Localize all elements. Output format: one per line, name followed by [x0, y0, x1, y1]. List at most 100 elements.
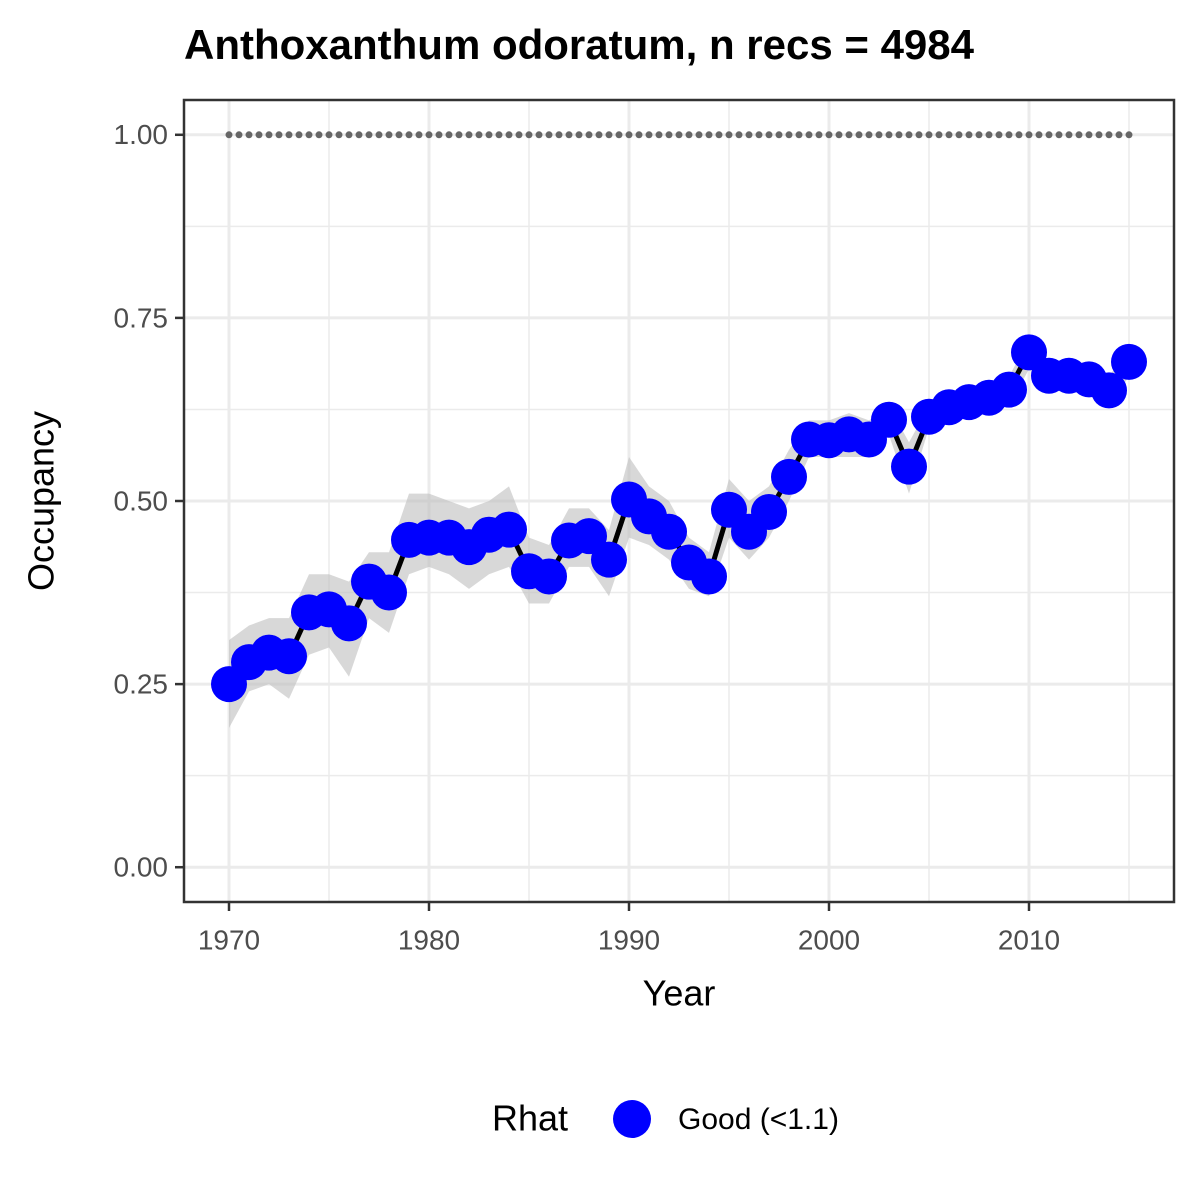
reference-dot: [795, 131, 803, 139]
reference-dot: [725, 131, 733, 139]
data-point: [751, 493, 787, 530]
data-point: [1011, 334, 1047, 371]
reference-dot: [545, 131, 553, 139]
reference-dot: [425, 131, 433, 139]
reference-dot: [805, 131, 813, 139]
reference-dot: [585, 131, 593, 139]
reference-dot: [315, 131, 323, 139]
data-point: [871, 401, 907, 438]
reference-dot: [665, 131, 673, 139]
reference-dot: [285, 131, 293, 139]
legend-title: Rhat: [492, 1098, 568, 1139]
data-point: [331, 605, 367, 642]
reference-dot: [655, 131, 663, 139]
legend-label: Good (<1.1): [678, 1103, 839, 1136]
reference-dot: [1115, 131, 1123, 139]
reference-dot: [305, 131, 313, 139]
reference-dot: [845, 131, 853, 139]
reference-dot: [745, 131, 753, 139]
data-point: [491, 511, 527, 548]
x-tick-label: 2010: [998, 924, 1060, 955]
reference-dot: [965, 131, 973, 139]
plot-border: [182, 98, 1176, 904]
reference-dot: [775, 131, 783, 139]
reference-dot: [975, 131, 983, 139]
reference-dot: [595, 131, 603, 139]
reference-dot: [255, 131, 263, 139]
reference-dot: [235, 131, 243, 139]
legend-symbol: [613, 1100, 651, 1138]
data-point: [691, 558, 727, 595]
reference-dot: [515, 131, 523, 139]
reference-dot: [385, 131, 393, 139]
reference-dot: [535, 131, 543, 139]
reference-dot: [605, 131, 613, 139]
reference-dot: [225, 131, 233, 139]
reference-dot: [835, 131, 843, 139]
data-point: [271, 638, 307, 675]
reference-dot: [685, 131, 693, 139]
reference-dot: [1075, 131, 1083, 139]
reference-dot: [505, 131, 513, 139]
reference-dot: [755, 131, 763, 139]
data-point: [651, 513, 687, 550]
reference-dot: [925, 131, 933, 139]
data-point: [1091, 372, 1127, 409]
reference-dot: [365, 131, 373, 139]
reference-dot: [1015, 131, 1023, 139]
reference-dot: [1105, 131, 1113, 139]
reference-dot: [985, 131, 993, 139]
y-tick-label: 0.00: [114, 852, 169, 883]
reference-dot: [735, 131, 743, 139]
reference-dot: [245, 131, 253, 139]
reference-dot: [575, 131, 583, 139]
y-tick-label: 0.50: [114, 485, 169, 516]
chart-title: Anthoxanthum odoratum, n recs = 4984: [184, 21, 975, 68]
reference-dot: [415, 131, 423, 139]
x-axis-title: Year: [643, 973, 716, 1014]
reference-dot: [275, 131, 283, 139]
reference-dot: [405, 131, 413, 139]
reference-dot: [265, 131, 273, 139]
data-point: [1111, 343, 1147, 380]
reference-dot: [615, 131, 623, 139]
reference-dot: [465, 131, 473, 139]
reference-dot: [1005, 131, 1013, 139]
reference-dot: [715, 131, 723, 139]
reference-dot: [1045, 131, 1053, 139]
reference-dot: [455, 131, 463, 139]
reference-dot: [1125, 131, 1133, 139]
reference-dot: [355, 131, 363, 139]
reference-dot: [1085, 131, 1093, 139]
reference-dot: [1095, 131, 1103, 139]
reference-dot: [945, 131, 953, 139]
reference-dot: [445, 131, 453, 139]
reference-dot: [875, 131, 883, 139]
reference-dot: [435, 131, 443, 139]
reference-dot: [935, 131, 943, 139]
x-tick-label: 1990: [598, 924, 660, 955]
data-point: [371, 574, 407, 611]
reference-dot: [1065, 131, 1073, 139]
y-axis-title: Occupancy: [21, 411, 62, 591]
reference-dot: [475, 131, 483, 139]
x-tick-label: 1970: [198, 924, 260, 955]
reference-dot: [765, 131, 773, 139]
reference-dot: [915, 131, 923, 139]
reference-dot: [995, 131, 1003, 139]
reference-dot: [525, 131, 533, 139]
reference-dot: [1035, 131, 1043, 139]
reference-dot: [705, 131, 713, 139]
reference-dot: [955, 131, 963, 139]
y-tick-label: 0.75: [114, 302, 169, 333]
reference-dot: [485, 131, 493, 139]
reference-dot: [675, 131, 683, 139]
reference-dot: [645, 131, 653, 139]
reference-dot: [565, 131, 573, 139]
reference-dot: [625, 131, 633, 139]
data-point: [531, 558, 567, 595]
reference-dot: [815, 131, 823, 139]
reference-dot: [885, 131, 893, 139]
